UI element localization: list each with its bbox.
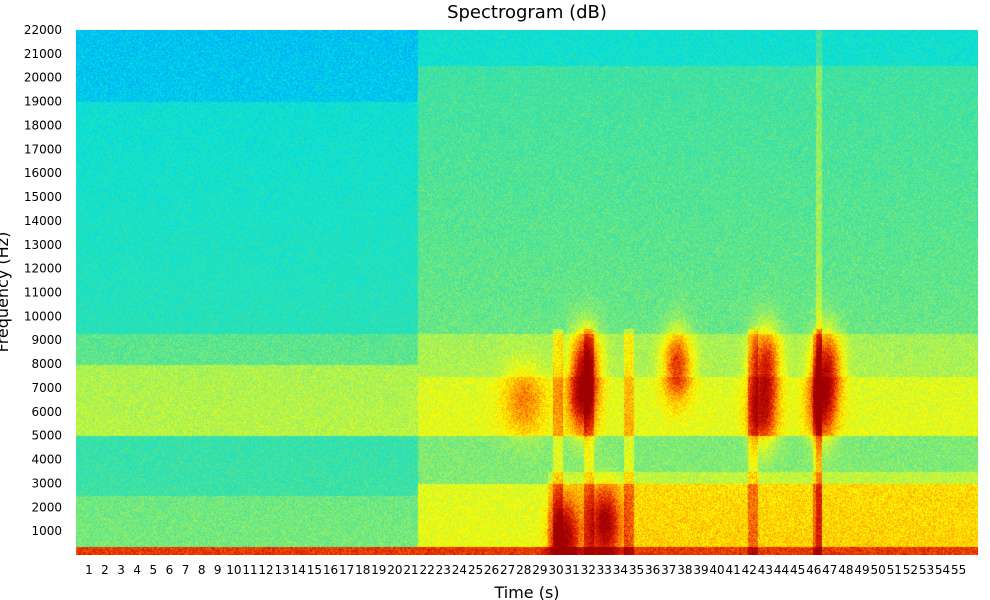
x-tick-label: 6 [166,563,174,577]
x-tick-label: 42 [742,563,757,577]
x-tick-label: 28 [516,563,531,577]
x-tick-label: 31 [564,563,579,577]
x-tick-label: 19 [371,563,386,577]
y-tick-label: 2000 [31,500,62,514]
x-tick-label: 44 [774,563,789,577]
x-tick-label: 48 [838,563,853,577]
x-tick-label: 51 [887,563,902,577]
x-tick-label: 11 [242,563,257,577]
y-tick-label: 13000 [24,238,62,252]
y-tick-label: 9000 [31,333,62,347]
x-tick-label: 17 [339,563,354,577]
x-tick-label: 3 [117,563,125,577]
x-tick-label: 40 [709,563,724,577]
x-tick-label: 50 [870,563,885,577]
x-tick-label: 9 [214,563,222,577]
x-axis-ticks: 1 2 3 4 5 6 7 8 9 10 11 12 13 14 15 16 17 18 19 20 21 22 23 24 2… [85,563,966,577]
heatmap-image [76,30,978,555]
x-tick-label: 22 [419,563,434,577]
x-tick-label: 23 [436,563,451,577]
y-tick-label: 4000 [31,453,62,467]
y-tick-label: 12000 [24,262,62,276]
x-tick-label: 54 [935,563,950,577]
x-tick-label: 20 [387,563,402,577]
x-tick-label: 52 [903,563,918,577]
x-tick-label: 1 [85,563,93,577]
y-tick-label: 18000 [24,118,62,132]
chart-title: Spectrogram (dB) [447,2,607,23]
x-tick-label: 12 [258,563,273,577]
x-tick-label: 32 [581,563,596,577]
y-tick-label: 16000 [24,166,62,180]
x-tick-label: 38 [677,563,692,577]
y-tick-label: 1000 [31,524,62,538]
x-tick-label: 13 [275,563,290,577]
y-tick-label: 7000 [31,381,62,395]
x-tick-label: 39 [693,563,708,577]
x-tick-label: 18 [355,563,370,577]
y-tick-label: 3000 [31,476,62,490]
x-tick-label: 34 [613,563,628,577]
x-tick-label: 21 [403,563,418,577]
y-tick-label: 19000 [24,95,62,109]
x-tick-label: 47 [822,563,837,577]
x-tick-label: 8 [198,563,206,577]
x-tick-label: 7 [182,563,190,577]
x-tick-label: 5 [149,563,157,577]
x-tick-label: 4 [133,563,141,577]
spectrogram-heatmap [76,30,978,555]
y-tick-label: 15000 [24,190,62,204]
y-tick-label: 22000 [24,23,62,37]
y-tick-label: 21000 [24,47,62,61]
x-tick-label: 29 [532,563,547,577]
y-tick-label: 10000 [24,309,62,323]
y-tick-label: 20000 [24,71,62,85]
y-tick-label: 14000 [24,214,62,228]
x-tick-label: 41 [726,563,741,577]
y-axis-title: Frequency (Hz) [0,232,12,353]
x-tick-label: 45 [790,563,805,577]
x-tick-label: 27 [500,563,515,577]
x-tick-label: 46 [806,563,821,577]
x-tick-label: 25 [468,563,483,577]
x-tick-label: 49 [854,563,869,577]
x-tick-label: 33 [597,563,612,577]
y-tick-label: 17000 [24,142,62,156]
x-tick-label: 43 [758,563,773,577]
y-tick-label: 11000 [24,286,62,300]
x-tick-label: 36 [645,563,660,577]
x-tick-label: 53 [919,563,934,577]
x-tick-label: 30 [548,563,563,577]
x-tick-label: 15 [307,563,322,577]
y-tick-label: 8000 [31,357,62,371]
x-tick-label: 16 [323,563,338,577]
x-axis-title: Time (s) [493,583,559,600]
x-tick-label: 10 [226,563,241,577]
x-tick-label: 37 [661,563,676,577]
y-axis-ticks: 1000 2000 3000 4000 5000 6000 7000 8000 9000 1000… [24,23,62,538]
y-tick-label: 6000 [31,405,62,419]
x-tick-label: 55 [951,563,966,577]
y-tick-label: 5000 [31,429,62,443]
x-tick-label: 24 [452,563,467,577]
x-tick-label: 26 [484,563,499,577]
x-tick-label: 14 [291,563,306,577]
x-tick-label: 35 [629,563,644,577]
x-tick-label: 2 [101,563,109,577]
